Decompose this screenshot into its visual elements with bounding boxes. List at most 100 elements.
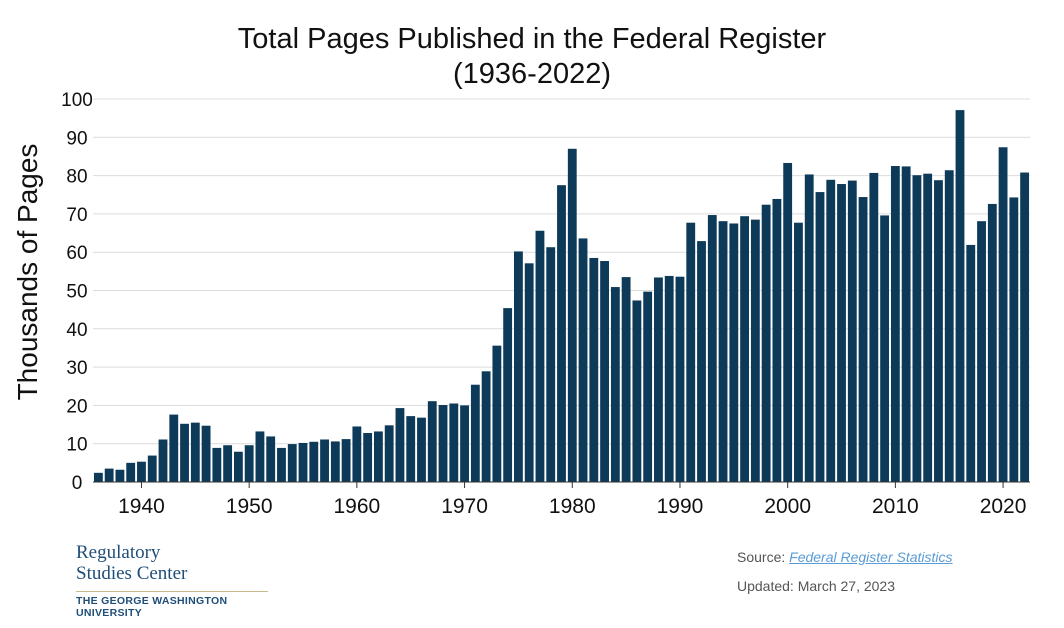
x-tick-label: 1950 — [226, 495, 273, 518]
bar — [977, 221, 986, 482]
bar — [890, 166, 900, 482]
bar — [761, 204, 771, 482]
bar — [912, 175, 922, 483]
bar — [718, 221, 728, 482]
x-tick-label: 1980 — [549, 495, 596, 518]
bar — [557, 185, 566, 483]
updated-date: Updated: March 27, 2023 — [737, 578, 895, 594]
bar — [266, 436, 276, 482]
x-tick-label: 2020 — [980, 495, 1027, 518]
bar — [223, 445, 233, 482]
bar — [481, 371, 491, 482]
bar — [320, 439, 329, 482]
bar — [460, 405, 469, 482]
y-tick-label: 40 — [66, 320, 87, 341]
source-note: Source: Federal Register Statistics — [737, 549, 953, 565]
bar — [794, 222, 803, 483]
bar — [772, 198, 782, 482]
bar — [524, 263, 534, 482]
bar — [180, 423, 189, 482]
y-tick-label: 0 — [72, 473, 83, 494]
bar — [298, 442, 308, 482]
bar — [492, 345, 502, 482]
bar — [201, 425, 211, 482]
bar — [1009, 197, 1019, 482]
bar — [417, 417, 426, 482]
bar — [966, 244, 976, 482]
bar — [255, 431, 265, 482]
bar — [438, 405, 448, 482]
bar — [406, 416, 416, 482]
bar — [578, 238, 588, 482]
bar — [309, 441, 319, 482]
bar — [632, 300, 642, 482]
bar — [944, 170, 954, 482]
bar — [697, 241, 706, 482]
chart-subtitle: (1936-2022) — [453, 58, 611, 90]
y-tick-label: 20 — [66, 396, 87, 417]
bar — [934, 180, 943, 483]
bar — [535, 230, 545, 482]
bar — [277, 447, 286, 482]
bar — [546, 247, 556, 482]
y-tick-label: 30 — [66, 358, 87, 379]
source-prefix: Source: — [737, 549, 790, 565]
bar — [373, 431, 383, 482]
bar — [567, 148, 577, 483]
bar — [589, 257, 599, 482]
bar — [341, 439, 351, 482]
bar — [901, 166, 911, 482]
bar — [750, 219, 760, 482]
bar — [923, 173, 933, 482]
bar — [987, 203, 997, 482]
bar — [104, 468, 114, 482]
bar — [137, 461, 146, 482]
logo-line-2: Studies Center — [76, 563, 188, 584]
bar — [190, 422, 200, 482]
bar — [686, 222, 696, 483]
y-tick-label: 100 — [61, 90, 93, 111]
y-tick-label: 10 — [66, 435, 87, 456]
bar — [675, 276, 685, 482]
source-link[interactable]: Federal Register Statistics — [789, 549, 953, 565]
bar — [847, 180, 857, 483]
bar — [244, 445, 254, 482]
logo-line-3: THE GEORGE WASHINGTON UNIVERSITY — [76, 591, 268, 619]
bar — [654, 277, 663, 482]
bar — [1020, 172, 1030, 482]
x-tick-label: 1940 — [118, 495, 165, 518]
bar — [729, 223, 739, 482]
bar — [664, 275, 674, 482]
bar — [395, 408, 405, 482]
bar — [212, 447, 222, 482]
bar — [815, 192, 825, 482]
bar — [707, 215, 717, 482]
y-tick-label: 90 — [66, 128, 87, 149]
bar — [470, 384, 480, 482]
bar — [869, 172, 879, 482]
bar — [126, 462, 136, 482]
y-tick-label: 80 — [66, 167, 87, 188]
bar — [858, 197, 868, 482]
bar — [600, 261, 609, 482]
bar — [287, 444, 297, 482]
bar — [514, 251, 523, 482]
bar — [158, 439, 168, 482]
bar — [233, 451, 243, 482]
bar — [643, 291, 653, 482]
bar — [363, 432, 373, 482]
bar — [740, 216, 750, 482]
bar — [147, 455, 157, 482]
bar — [621, 277, 631, 482]
x-tick-label: 1960 — [334, 495, 381, 518]
bar — [93, 472, 103, 482]
bar — [783, 162, 793, 482]
bar — [880, 215, 890, 482]
bar — [837, 184, 846, 482]
bar — [804, 174, 814, 483]
bar — [610, 287, 620, 482]
bar — [330, 441, 340, 482]
bar — [826, 179, 836, 483]
bar — [503, 308, 513, 482]
